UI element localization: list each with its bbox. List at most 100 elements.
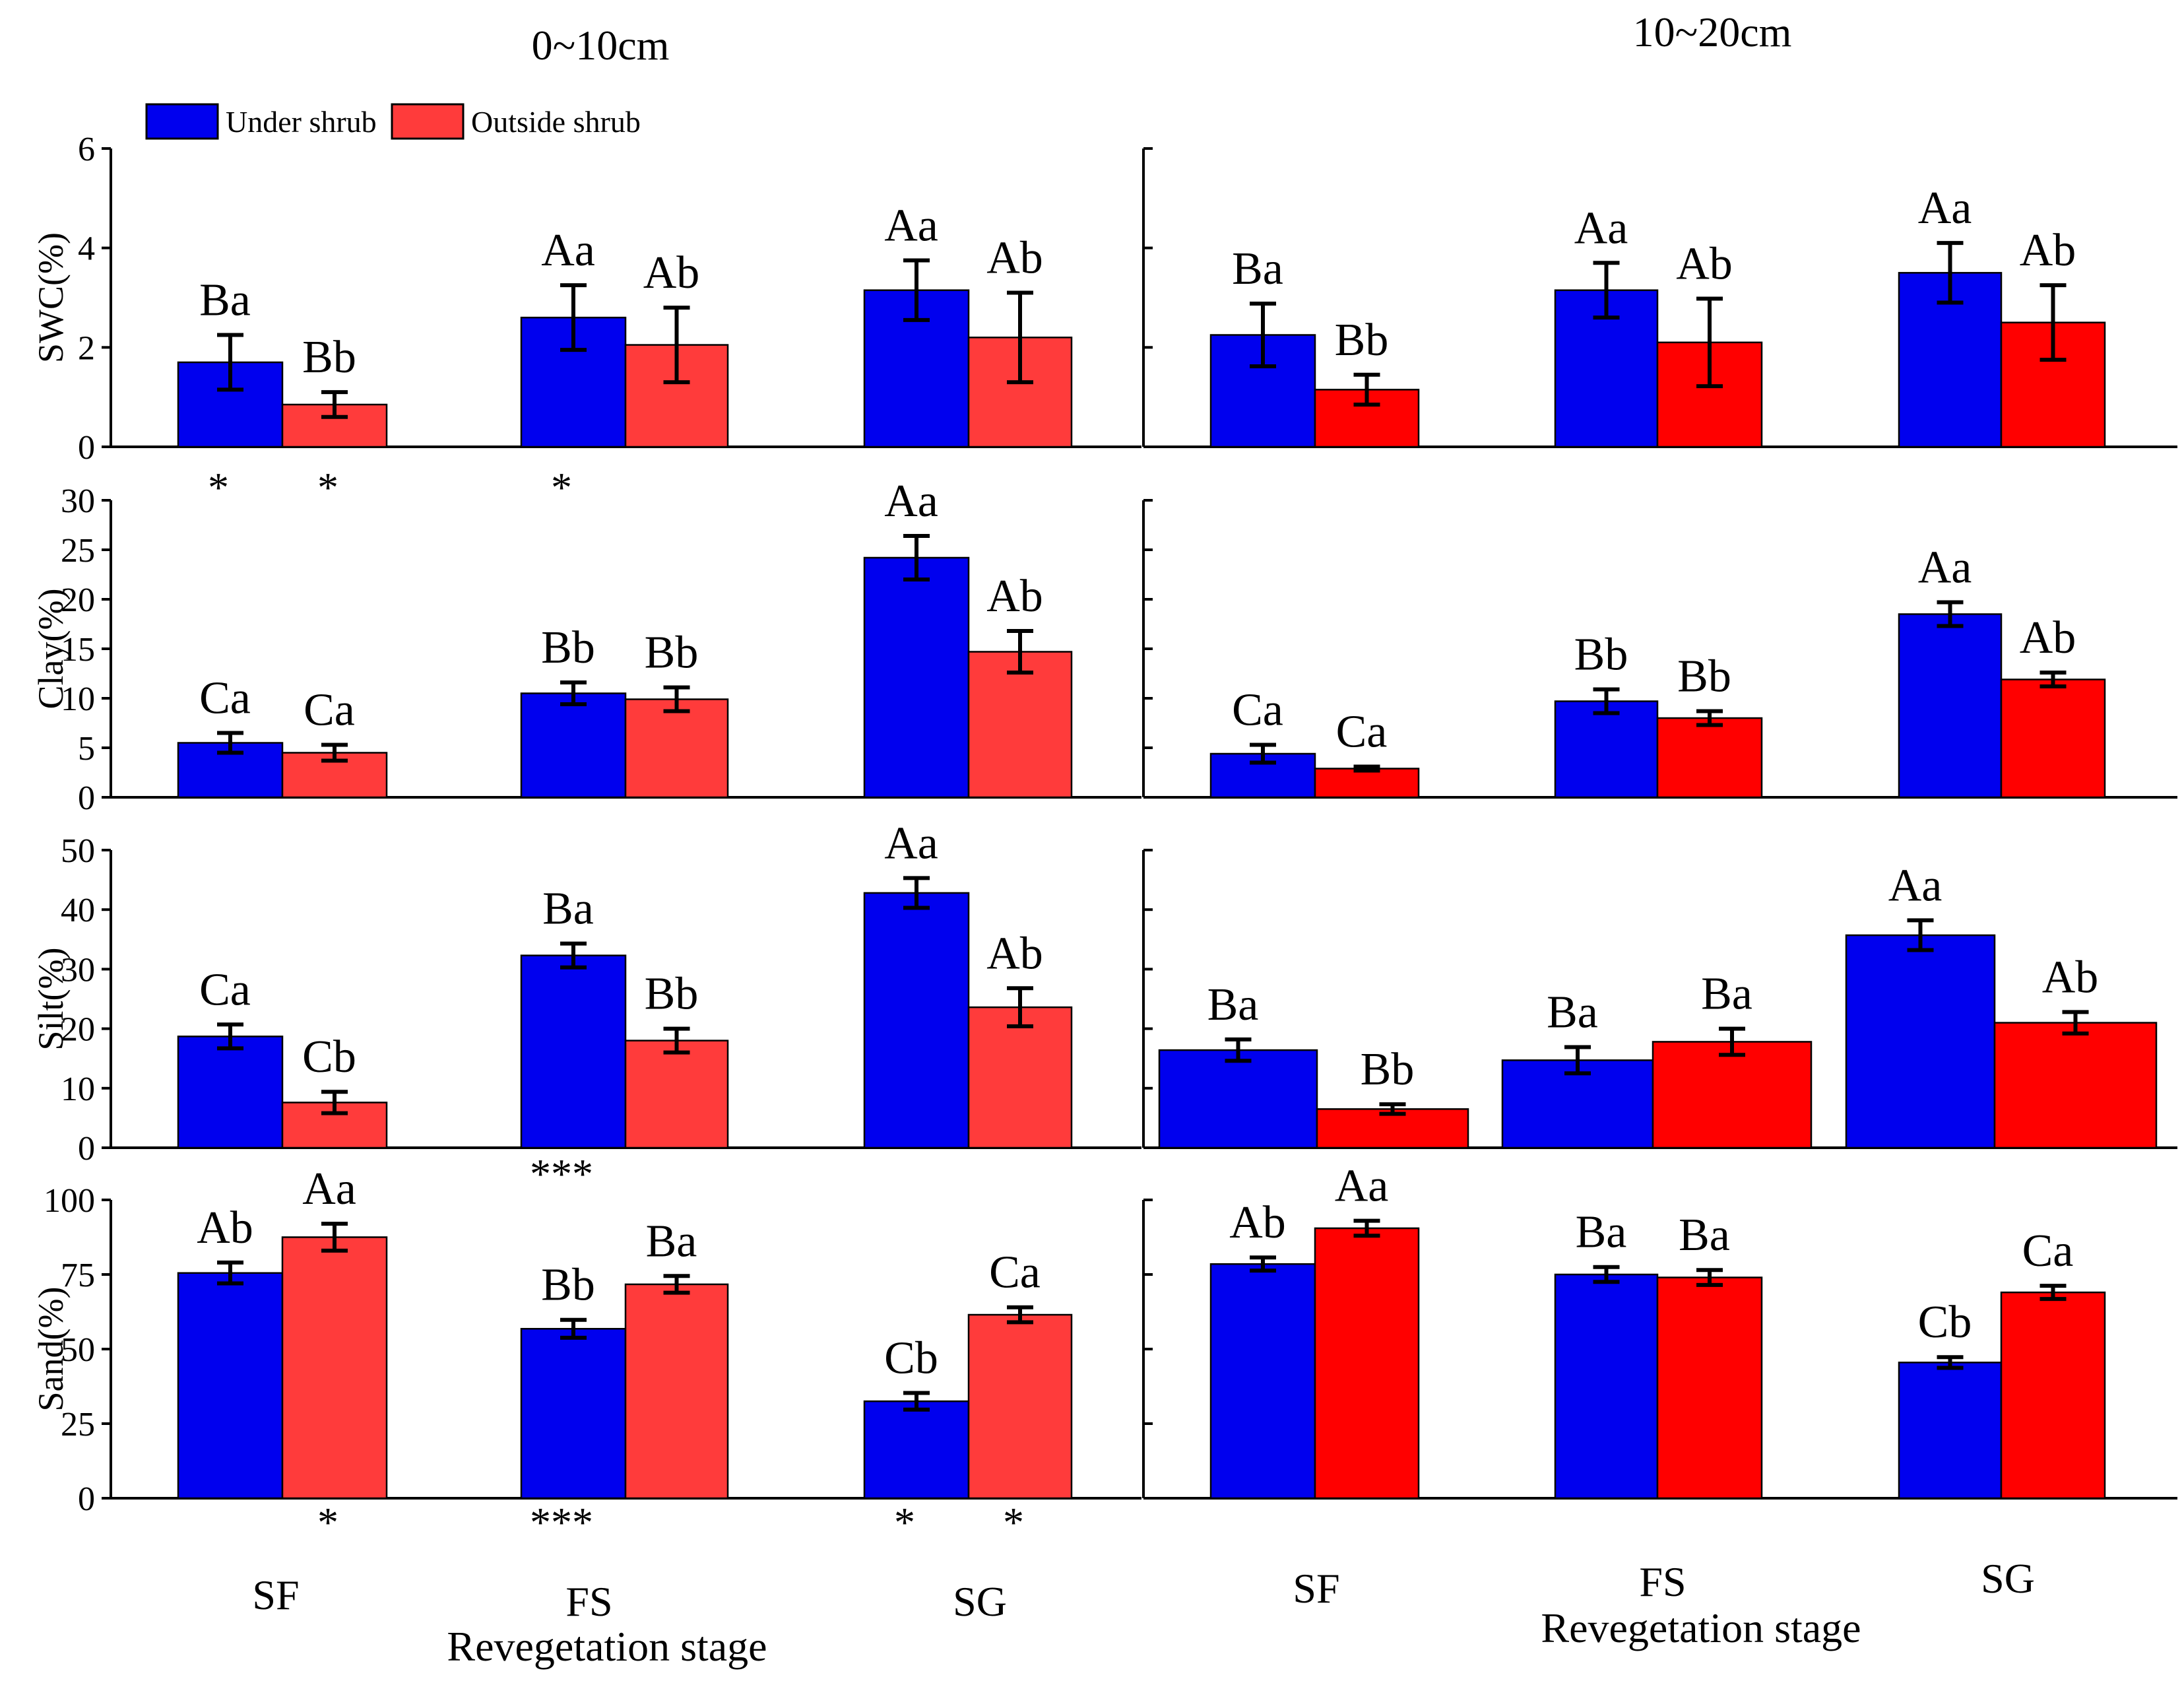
y-axis-label: Clay(%)	[31, 589, 71, 710]
bar	[1845, 934, 1996, 1149]
bar	[1314, 768, 1420, 799]
y-tick-label: 30	[61, 951, 95, 989]
y-tick-label: 50	[61, 832, 95, 870]
bar	[967, 1006, 1073, 1149]
significance-letter: Ba	[1679, 1210, 1730, 1261]
significance-letter: Ab	[986, 232, 1043, 283]
bar	[624, 698, 729, 799]
bar	[1314, 1227, 1420, 1500]
y-tick-label: 15	[61, 631, 95, 669]
significance-letter: Ab	[986, 928, 1043, 979]
bar	[1554, 1273, 1659, 1500]
bar	[1898, 1362, 2003, 1500]
significance-letter: Ca	[1336, 707, 1388, 758]
asterisk-marker: *	[894, 1499, 915, 1546]
asterisk-marker: *	[208, 464, 229, 511]
panel-0-1: Ba Aa Aa Bb Ab Ab	[1142, 147, 2177, 448]
legend: Under shrub Outside shrub	[145, 103, 641, 140]
x-category-right-sf: SF	[1293, 1565, 1339, 1612]
bar	[967, 651, 1073, 799]
significance-letter: Ba	[1232, 244, 1283, 294]
y-axis-label: Sand(%)	[31, 1287, 71, 1412]
significance-letter: Ca	[989, 1247, 1041, 1298]
y-tick-label: 0	[78, 779, 95, 817]
significance-letter: Aa	[1335, 1161, 1389, 1212]
significance-letter: Ab	[986, 571, 1043, 622]
significance-letter: Aa	[884, 818, 938, 869]
significance-letter: Bb	[541, 1260, 595, 1311]
asterisk-marker: *	[551, 464, 572, 511]
x-category-right-fs: FS	[1639, 1558, 1686, 1605]
significance-letter: Aa	[884, 476, 938, 527]
y-tick-label: 25	[61, 1406, 95, 1443]
x-axis-right: SF FS SG Revegetation stage	[1293, 1555, 2035, 1651]
x-category-left-sf: SF	[252, 1571, 299, 1618]
significance-letter: Ab	[1229, 1197, 1286, 1248]
bar	[520, 954, 627, 1149]
significance-letter: Ba	[646, 1216, 697, 1267]
significance-letter: Ca	[2022, 1226, 2074, 1276]
significance-letter: Ab	[643, 248, 700, 298]
significance-letter: Cb	[1918, 1297, 1972, 1348]
significance-letter: Aa	[884, 201, 938, 251]
legend-swatch-outside	[391, 103, 465, 140]
significance-letter: Ab	[2042, 952, 2099, 1003]
bar	[967, 1313, 1073, 1500]
bar	[520, 1328, 627, 1500]
significance-letter: Aa	[1918, 183, 1972, 234]
bar	[1993, 1022, 2158, 1149]
significance-letter: Aa	[1888, 860, 1943, 911]
y-tick-label: 20	[61, 1011, 95, 1049]
legend-label-outside: Outside shrub	[471, 105, 641, 139]
significance-letter: Bb	[645, 969, 699, 1020]
y-tick-label: 30	[61, 482, 95, 520]
significance-letter: Ba	[1207, 979, 1259, 1030]
asterisk-marker: *	[317, 464, 338, 511]
bar	[520, 692, 627, 799]
significance-letter: Ca	[1232, 685, 1283, 736]
significance-letter: Cb	[302, 1032, 356, 1082]
y-tick-label: 4	[78, 230, 95, 268]
asterisk-marker: ***	[530, 1499, 593, 1546]
bar	[1209, 1263, 1316, 1500]
significance-letter: Aa	[1918, 543, 1972, 593]
panel-3-1: Ab Ba Cb Aa Ba Ca	[1142, 1161, 2177, 1500]
y-tick-label: 10	[61, 680, 95, 718]
y-tick-label: 40	[61, 892, 95, 929]
bar	[624, 1040, 729, 1149]
bar	[863, 556, 970, 799]
legend-label-under: Under shrub	[226, 105, 377, 139]
y-axis-label: SWC(%)	[31, 232, 71, 363]
significance-letter: Ca	[304, 685, 355, 736]
significance-letter: Bb	[1335, 315, 1389, 366]
bar	[1656, 1276, 1763, 1500]
bar	[863, 892, 970, 1149]
significance-letter: Aa	[302, 1164, 356, 1214]
significance-letter: Ba	[542, 884, 594, 935]
bar	[2000, 1291, 2106, 1500]
y-tick-label: 100	[44, 1182, 95, 1220]
y-tick-label: 0	[78, 429, 95, 467]
y-tick-label: 75	[61, 1257, 95, 1294]
asterisk-marker: *	[1003, 1499, 1024, 1546]
asterisk-marker: ***	[530, 1150, 593, 1197]
y-tick-label: 50	[61, 1331, 95, 1369]
y-tick-label: 10	[61, 1071, 95, 1108]
bar	[1554, 700, 1659, 799]
x-category-right-sg: SG	[1981, 1555, 2035, 1602]
significance-letter: Bb	[1361, 1044, 1415, 1095]
title-left: 0~10cm	[532, 22, 670, 69]
significance-letter: Ba	[1576, 1207, 1627, 1258]
x-category-left-sg: SG	[953, 1578, 1007, 1625]
x-axis-left: SF FS SG Revegetation stage	[252, 1571, 1007, 1670]
panel-1-1: Ca Bb Aa Ca Bb Ab	[1142, 499, 2177, 799]
significance-letter: Ba	[199, 275, 251, 326]
y-tick-label: 0	[78, 1130, 95, 1168]
significance-letter: Ab	[1676, 239, 1733, 290]
significance-letter: Ca	[199, 673, 251, 724]
y-tick-label: 6	[78, 131, 95, 168]
significance-letter: Ca	[199, 964, 251, 1015]
